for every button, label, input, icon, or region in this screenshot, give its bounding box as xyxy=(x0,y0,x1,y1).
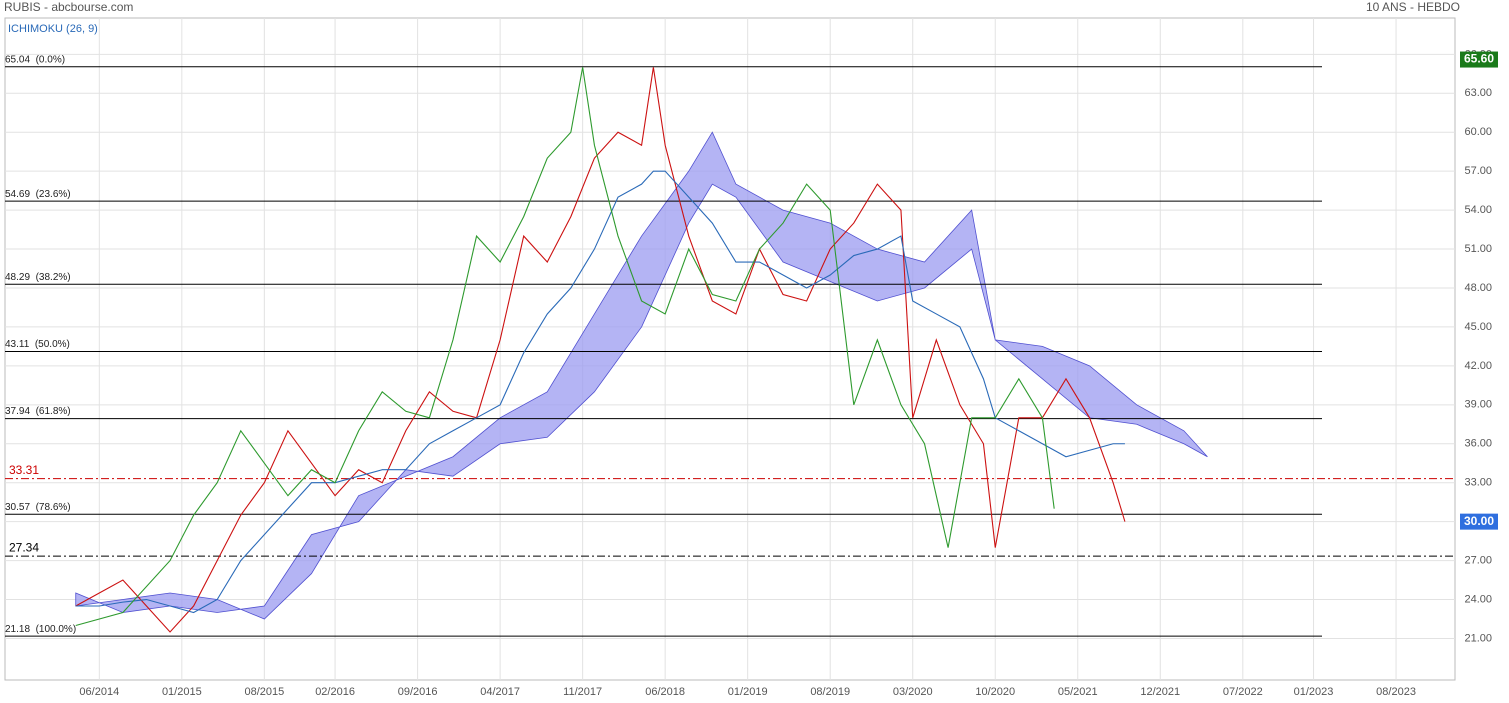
fib-label: 30.57 (78.6%) xyxy=(5,502,71,513)
x-tick-label: 01/2023 xyxy=(1294,686,1334,698)
fib-label: 43.11 (50.0%) xyxy=(5,339,70,350)
price-marker xyxy=(1460,513,1498,530)
indicator-line xyxy=(75,67,1126,633)
x-tick-label: 10/2020 xyxy=(975,686,1015,698)
price-marker xyxy=(1460,51,1498,68)
fib-label: 21.18 (100.0%) xyxy=(5,624,76,635)
indicator-line xyxy=(75,170,1125,614)
reference-label: 27.34 xyxy=(9,540,39,554)
price-marker-label: 65.60 xyxy=(1464,52,1494,66)
y-tick-label: 51.00 xyxy=(1464,243,1492,255)
y-tick-label: 39.00 xyxy=(1464,399,1492,411)
fib-label: 65.04 (0.0%) xyxy=(5,54,65,65)
reference-label: 33.31 xyxy=(9,463,39,477)
y-tick-label: 24.00 xyxy=(1464,593,1492,605)
fib-label: 37.94 (61.8%) xyxy=(5,406,71,417)
y-tick-label: 36.00 xyxy=(1464,438,1492,450)
y-tick-label: 42.00 xyxy=(1464,360,1492,372)
x-tick-label: 09/2016 xyxy=(398,686,438,698)
x-tick-label: 08/2023 xyxy=(1376,686,1416,698)
price-marker-label: 30.00 xyxy=(1464,514,1494,528)
y-tick-label: 63.00 xyxy=(1464,87,1492,99)
x-tick-label: 04/2017 xyxy=(480,686,520,698)
x-tick-label: 07/2022 xyxy=(1223,686,1263,698)
x-tick-label: 03/2020 xyxy=(893,686,933,698)
x-tick-label: 05/2021 xyxy=(1058,686,1098,698)
y-tick-label: 45.00 xyxy=(1464,321,1492,333)
x-tick-label: 08/2019 xyxy=(810,686,850,698)
y-tick-label: 54.00 xyxy=(1464,204,1492,216)
x-tick-label: 06/2018 xyxy=(645,686,685,698)
y-tick-label: 60.00 xyxy=(1464,126,1492,138)
y-tick-label: 57.00 xyxy=(1464,165,1492,177)
fib-label: 48.29 (38.2%) xyxy=(5,272,71,283)
chart-title: RUBIS - abcbourse.com xyxy=(4,0,133,14)
x-tick-label: 02/2016 xyxy=(315,686,355,698)
y-tick-label: 33.00 xyxy=(1464,477,1492,489)
x-tick-label: 08/2015 xyxy=(244,686,284,698)
x-tick-label: 01/2019 xyxy=(728,686,768,698)
y-tick-label: 21.00 xyxy=(1464,632,1492,644)
y-tick-label: 27.00 xyxy=(1464,554,1492,566)
x-tick-label: 12/2021 xyxy=(1140,686,1180,698)
x-tick-label: 01/2015 xyxy=(162,686,202,698)
y-tick-label: 48.00 xyxy=(1464,282,1492,294)
plot-area xyxy=(4,17,1456,681)
x-tick-label: 11/2017 xyxy=(563,686,602,698)
fib-label: 54.69 (23.6%) xyxy=(5,189,71,200)
period-label: 10 ANS - HEBDO xyxy=(1366,0,1460,14)
ichimoku-cloud xyxy=(75,131,1208,620)
indicator-line xyxy=(75,67,1055,627)
x-tick-label: 06/2014 xyxy=(79,686,119,698)
indicator-label: ICHIMOKU (26, 9) xyxy=(8,23,98,35)
